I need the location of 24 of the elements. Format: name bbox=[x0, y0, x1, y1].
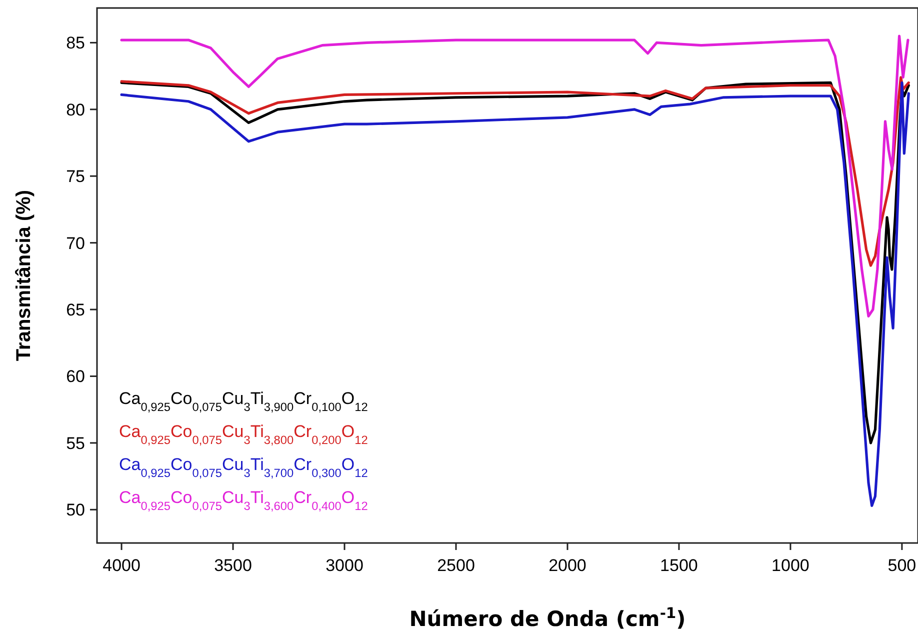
y-tick-label: 60 bbox=[66, 367, 85, 386]
y-tick-label: 75 bbox=[66, 167, 85, 186]
x-axis-title: Número de Onda (cm$^{-1}$) bbox=[409, 604, 686, 631]
x-tick-label: 1000 bbox=[772, 556, 810, 575]
y-tick-label: 85 bbox=[66, 34, 85, 53]
y-tick-label: 50 bbox=[66, 500, 85, 520]
text: Ca$_{0,925}$Co$_{0,075}$Cu$_{3}$Ti$_{3,900}$Cr$_{0,100}$O$_{12}$ bbox=[119, 389, 368, 414]
x-tick-label: 500 bbox=[888, 556, 916, 575]
x-tick-label: 2500 bbox=[437, 556, 475, 575]
y-tick-label: 70 bbox=[66, 234, 85, 253]
line-series bbox=[120, 34, 910, 318]
y-axis-title: Transmitância (%) bbox=[13, 190, 35, 362]
x-tick-label: 2000 bbox=[548, 556, 586, 575]
y-tick-label: 65 bbox=[66, 300, 85, 320]
line-series bbox=[120, 76, 910, 267]
x-tick-label: 3000 bbox=[326, 556, 364, 575]
text: Ca$_{0,925}$Co$_{0,075}$Cu$_{3}$Ti$_{3,600}$Cr$_{0,400}$O$_{12}$ bbox=[119, 488, 368, 513]
x-tick-label: 3500 bbox=[214, 556, 252, 575]
y-tick-label: 55 bbox=[66, 434, 85, 453]
text: Ca$_{0,925}$Co$_{0,075}$Cu$_{3}$Ti$_{3,700}$Cr$_{0,300}$O$_{12}$ bbox=[119, 455, 368, 480]
text: Ca$_{0,925}$Co$_{0,075}$Cu$_{3}$Ti$_{3,800}$Cr$_{0,200}$O$_{12}$ bbox=[119, 422, 368, 447]
y-tick-label: 80 bbox=[66, 100, 85, 120]
x-tick-label: 1500 bbox=[660, 556, 698, 575]
x-tick-label: 4000 bbox=[102, 556, 140, 575]
